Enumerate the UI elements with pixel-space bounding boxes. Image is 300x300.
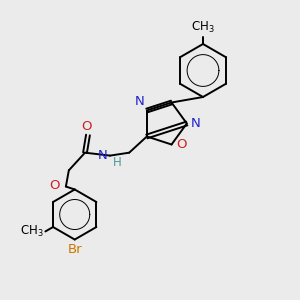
Text: O: O <box>176 138 187 151</box>
Text: CH$_3$: CH$_3$ <box>20 224 44 239</box>
Text: N: N <box>191 117 201 130</box>
Text: Br: Br <box>68 243 82 256</box>
Text: N: N <box>98 148 108 161</box>
Text: O: O <box>81 120 92 133</box>
Text: CH$_3$: CH$_3$ <box>191 20 215 34</box>
Text: O: O <box>49 178 59 192</box>
Text: N: N <box>135 94 145 108</box>
Text: H: H <box>113 156 122 169</box>
